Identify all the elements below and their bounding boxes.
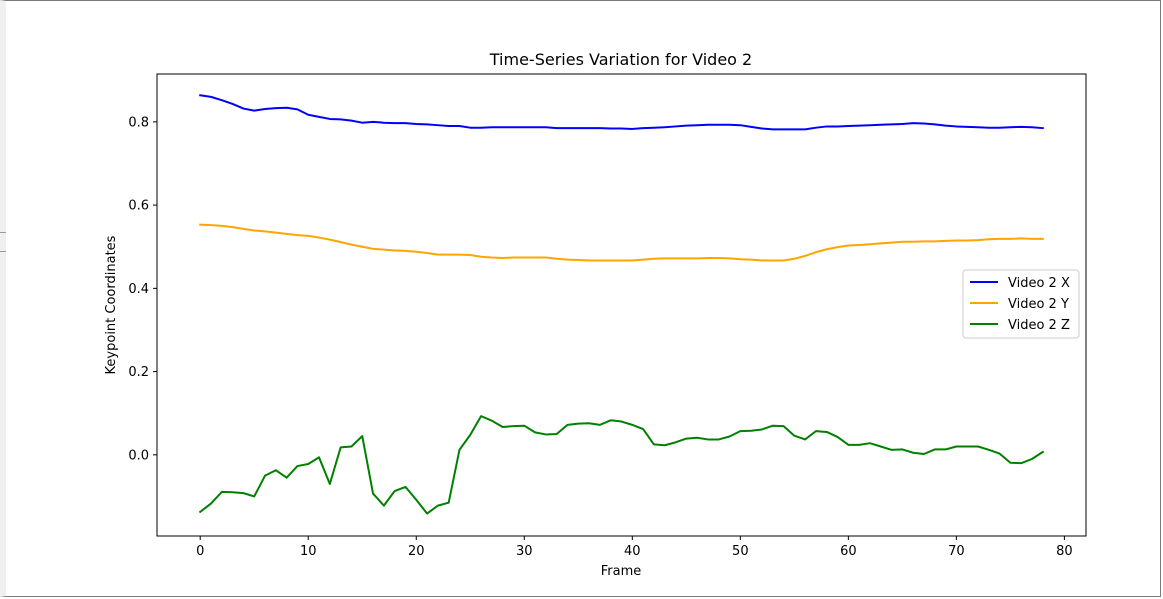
x-tick-label: 80 [1056,544,1073,559]
x-tick-label: 70 [948,544,965,559]
y-tick-label: 0.4 [128,282,149,297]
y-tick-label: 0.8 [128,115,149,130]
x-axis: 0 10 20 30 40 50 60 70 80 [196,536,1073,559]
legend-box [962,269,1080,339]
x-tick-label: 30 [516,544,533,559]
y-tick-label: 0.0 [128,448,149,463]
x-tick-label: 40 [624,544,641,559]
window-edge-marker [0,232,6,252]
legend: Video 2 X Video 2 Y Video 2 Z [962,269,1080,339]
x-axis-label: Frame [601,564,642,579]
x-tick-label: 50 [732,544,749,559]
x-tick-label: 60 [840,544,857,559]
y-tick-label: 0.6 [128,199,149,214]
x-tick-label: 10 [300,544,317,559]
x-tick-label: 20 [408,544,425,559]
series-layer [198,94,1045,515]
y-axis: 0.0 0.2 0.4 0.6 0.8 [128,115,157,463]
series-line-2 [199,223,1044,262]
legend-label-3: Video 2 Z [1008,318,1070,333]
x-tick-label: 0 [196,544,204,559]
y-axis-label: Keypoint Coordinates [104,235,119,374]
plot-area [156,73,1087,537]
chart-title: Time-Series Variation for Video 2 [489,50,752,69]
legend-label-1: Video 2 X [1008,276,1070,291]
legend-label-2: Video 2 Y [1008,297,1069,312]
y-tick-label: 0.2 [128,365,149,380]
series-line-3 [198,415,1045,515]
series-line-1 [199,94,1044,131]
